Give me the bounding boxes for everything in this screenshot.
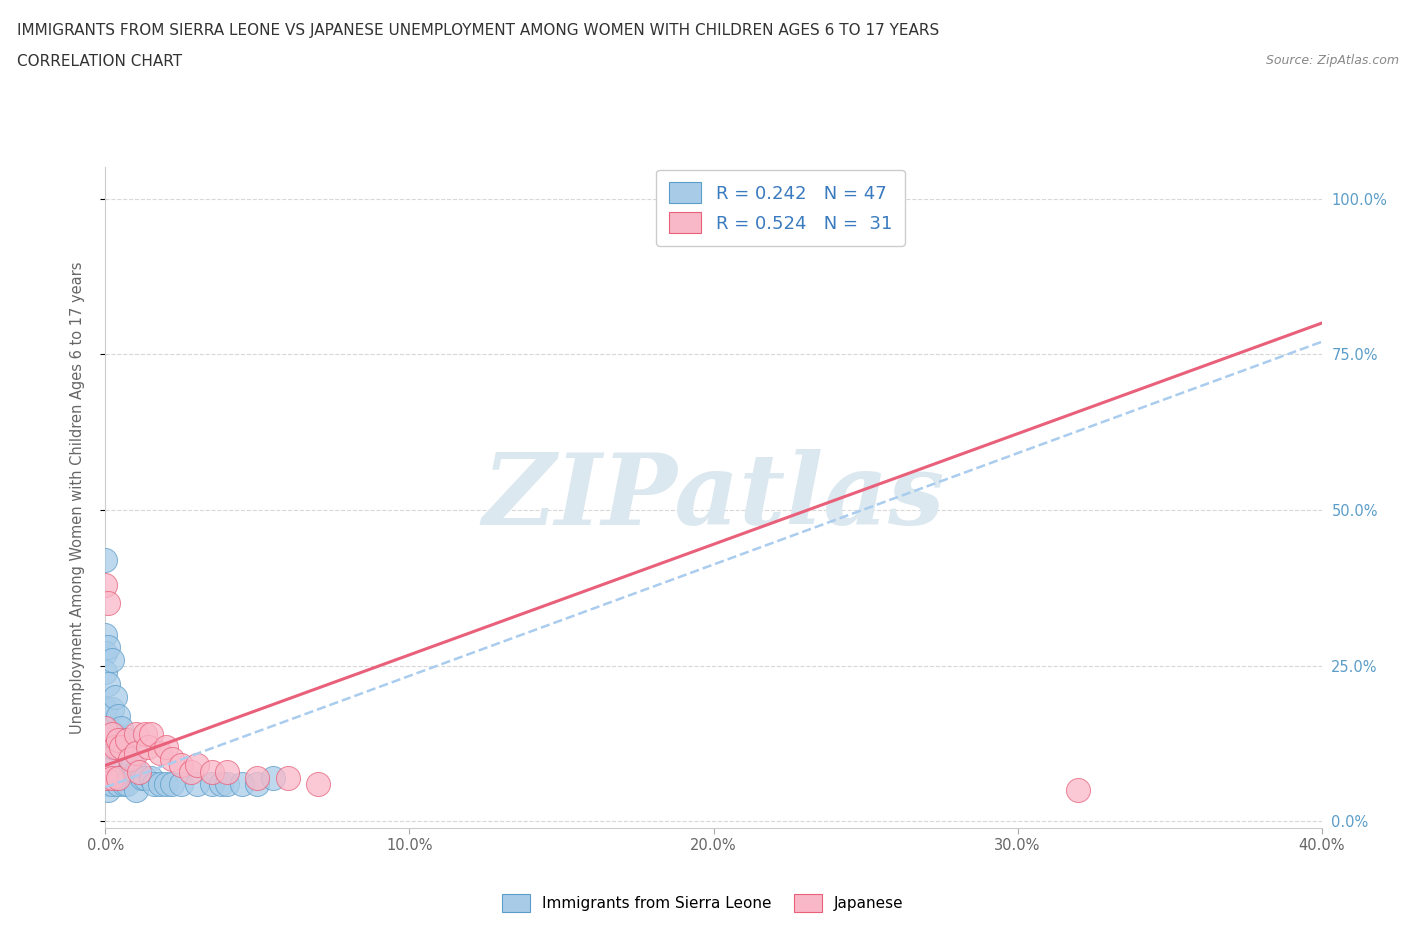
- Point: [231, 777, 253, 791]
- Text: Source: ZipAtlas.com: Source: ZipAtlas.com: [1265, 54, 1399, 67]
- Point: [107, 777, 129, 791]
- Point: [121, 758, 143, 773]
- Point: [94, 645, 117, 660]
- Point: [97, 751, 120, 766]
- Point: [94, 702, 117, 717]
- Point: [103, 770, 125, 785]
- Point: [115, 733, 138, 748]
- Point: [97, 677, 120, 692]
- Point: [262, 770, 284, 785]
- Point: [100, 702, 122, 717]
- Point: [201, 777, 224, 791]
- Point: [125, 764, 148, 779]
- Point: [110, 721, 132, 736]
- Point: [112, 733, 135, 748]
- Point: [1067, 783, 1090, 798]
- Point: [307, 777, 329, 791]
- Point: [131, 770, 153, 785]
- Point: [94, 552, 117, 567]
- Point: [97, 640, 120, 655]
- Point: [100, 727, 122, 742]
- Point: [134, 770, 156, 785]
- Point: [209, 777, 232, 791]
- Point: [118, 751, 141, 766]
- Point: [136, 739, 159, 754]
- Point: [94, 578, 117, 592]
- Point: [107, 739, 129, 754]
- Point: [103, 689, 125, 704]
- Point: [94, 721, 117, 736]
- Point: [128, 764, 150, 779]
- Point: [170, 777, 193, 791]
- Point: [125, 783, 148, 798]
- Point: [110, 739, 132, 754]
- Point: [217, 764, 239, 779]
- Legend: R = 0.242   N = 47, R = 0.524   N =  31: R = 0.242 N = 47, R = 0.524 N = 31: [657, 170, 904, 246]
- Point: [180, 764, 202, 779]
- Point: [118, 751, 141, 766]
- Text: CORRELATION CHART: CORRELATION CHART: [17, 54, 181, 69]
- Point: [100, 777, 122, 791]
- Point: [94, 770, 117, 785]
- Point: [186, 758, 208, 773]
- Point: [97, 751, 120, 766]
- Point: [94, 627, 117, 642]
- Point: [103, 739, 125, 754]
- Point: [97, 596, 120, 611]
- Text: ZIPatlas: ZIPatlas: [482, 449, 945, 546]
- Point: [134, 727, 156, 742]
- Point: [139, 727, 162, 742]
- Point: [162, 751, 184, 766]
- Point: [100, 739, 122, 754]
- Point: [149, 777, 172, 791]
- Point: [155, 777, 177, 791]
- Point: [139, 770, 162, 785]
- Point: [155, 739, 177, 754]
- Legend: Immigrants from Sierra Leone, Japanese: Immigrants from Sierra Leone, Japanese: [496, 888, 910, 918]
- Point: [107, 770, 129, 785]
- Point: [94, 739, 117, 754]
- Point: [112, 777, 135, 791]
- Point: [143, 777, 166, 791]
- Text: IMMIGRANTS FROM SIERRA LEONE VS JAPANESE UNEMPLOYMENT AMONG WOMEN WITH CHILDREN : IMMIGRANTS FROM SIERRA LEONE VS JAPANESE…: [17, 23, 939, 38]
- Point: [246, 770, 269, 785]
- Point: [201, 764, 224, 779]
- Point: [149, 746, 172, 761]
- Point: [277, 770, 299, 785]
- Point: [162, 777, 184, 791]
- Point: [103, 727, 125, 742]
- Point: [107, 708, 129, 723]
- Point: [94, 777, 117, 791]
- Point: [94, 665, 117, 680]
- Point: [246, 777, 269, 791]
- Point: [170, 758, 193, 773]
- Point: [110, 770, 132, 785]
- Point: [115, 739, 138, 754]
- Point: [125, 746, 148, 761]
- Point: [125, 727, 148, 742]
- Point: [100, 770, 122, 785]
- Point: [100, 652, 122, 667]
- Point: [115, 777, 138, 791]
- Point: [97, 783, 120, 798]
- Y-axis label: Unemployment Among Women with Children Ages 6 to 17 years: Unemployment Among Women with Children A…: [70, 261, 84, 734]
- Point: [107, 733, 129, 748]
- Point: [186, 777, 208, 791]
- Point: [217, 777, 239, 791]
- Point: [97, 721, 120, 736]
